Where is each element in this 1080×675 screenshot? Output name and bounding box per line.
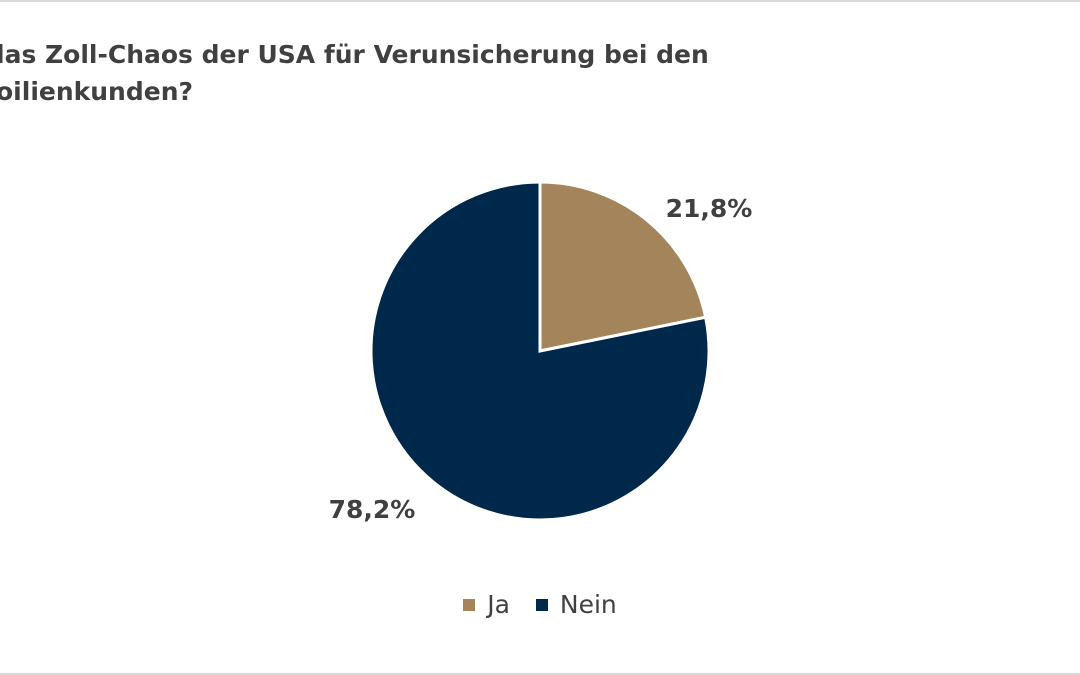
chart-title-line-2: oilienkunden? — [0, 77, 194, 106]
legend-label-nein: Nein — [559, 590, 617, 619]
legend-swatch-nein — [535, 598, 548, 611]
pie-slice-nein — [369, 180, 711, 522]
legend-label-ja: Ja — [487, 590, 510, 619]
chart-title: las Zoll-Chaos der USA für Verunsicherun… — [0, 36, 756, 110]
chart-title-line-1: las Zoll-Chaos der USA für Verunsicherun… — [0, 40, 709, 69]
legend-item-nein: Nein — [535, 590, 617, 619]
legend-item-ja: Ja — [463, 590, 510, 619]
legend-swatch-ja — [463, 598, 476, 611]
chart-legend: Ja Nein — [0, 590, 1080, 619]
data-label-nein: 78,2% — [329, 495, 416, 524]
data-label-ja: 21,8% — [666, 194, 753, 223]
pie-slice-ja — [538, 180, 708, 353]
